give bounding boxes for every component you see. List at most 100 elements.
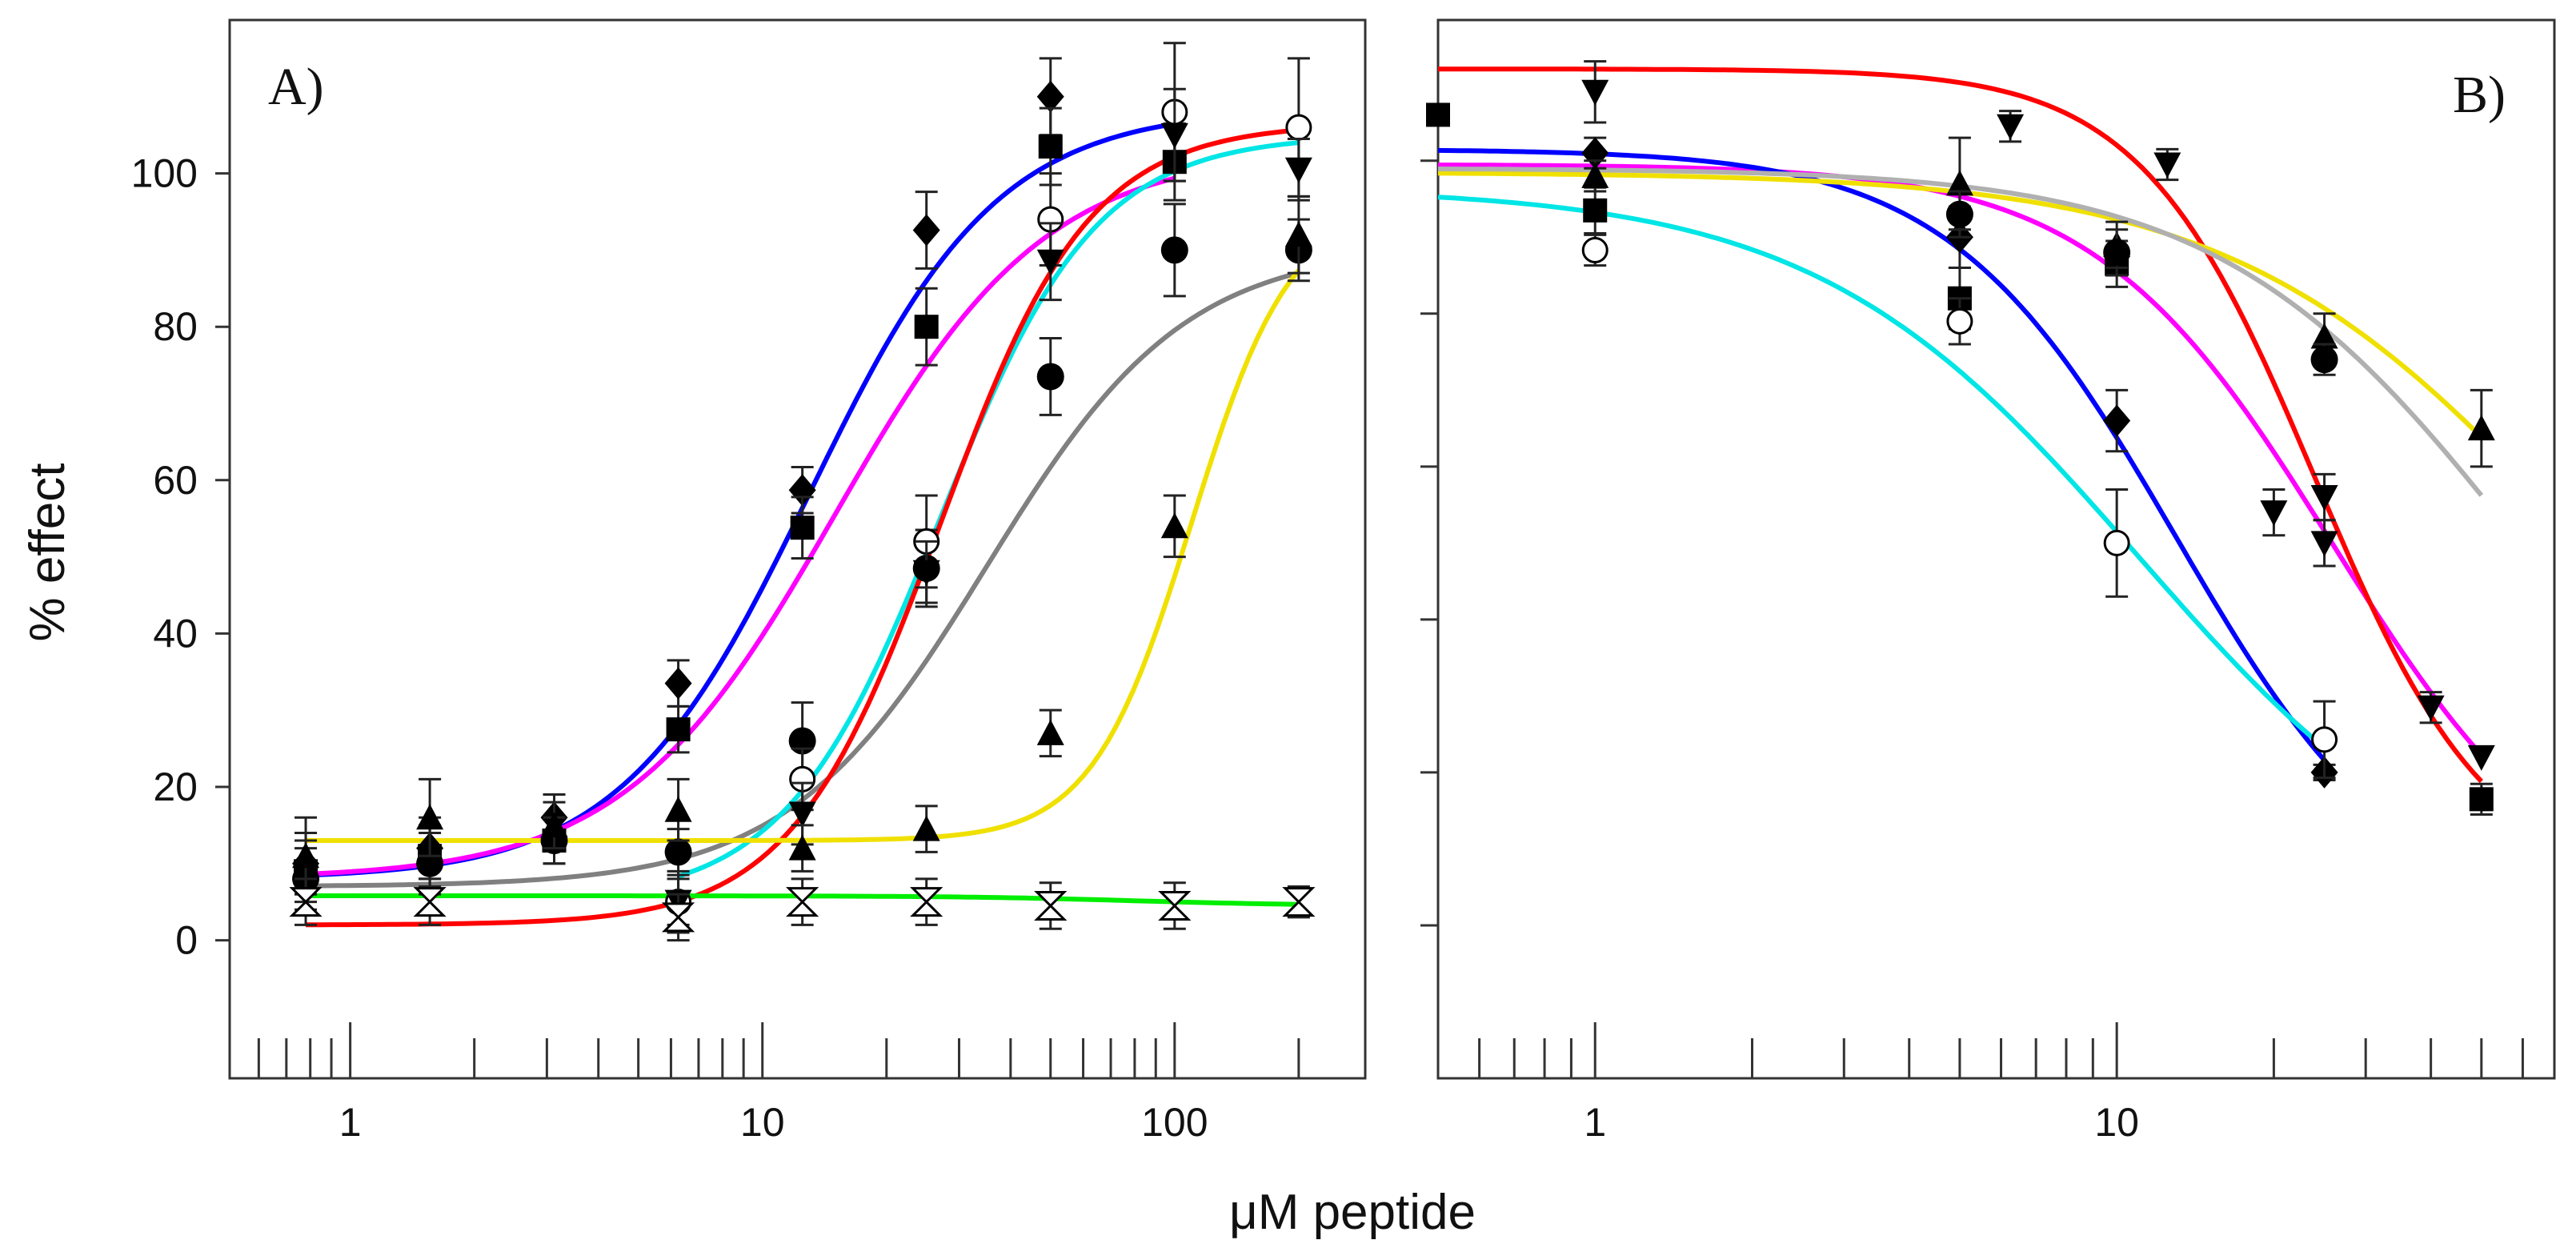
data-point-triangle-down	[1036, 222, 1064, 302]
marker-square	[1038, 134, 1063, 159]
data-point-hourglass	[1282, 885, 1316, 919]
y-tick-label: 40	[153, 611, 198, 656]
data-point-hourglass	[661, 893, 695, 942]
data-point-square	[2469, 782, 2494, 816]
marker-triangle	[540, 811, 568, 837]
data-point-triangle	[1160, 494, 1188, 559]
data-point-triangle	[416, 777, 444, 857]
data-point-triangle-down	[912, 540, 940, 604]
data-point-triangle-down	[1997, 110, 2025, 143]
data-point-triangle	[664, 777, 692, 842]
data-point-triangle-down	[2153, 147, 2181, 182]
marker-circle	[1036, 363, 1064, 391]
marker-square	[2469, 787, 2494, 812]
data-point-hourglass	[289, 877, 323, 926]
marker-circle	[664, 838, 692, 866]
data-point-square	[1583, 186, 1608, 235]
x-tick-label: 10	[2094, 1100, 2139, 1145]
marker-circle	[1160, 236, 1188, 264]
data-point-triangle-down	[2260, 488, 2288, 537]
marker-hourglass	[1158, 890, 1192, 921]
data-point-hourglass	[786, 877, 819, 926]
data-point-circle	[1945, 190, 1973, 239]
plot-frame	[228, 18, 1367, 1080]
data-point-hourglass	[413, 877, 447, 926]
marker-square	[1583, 198, 1608, 223]
data-point-triangle	[788, 824, 816, 873]
fit-curve-square	[305, 175, 1176, 877]
marker-triangle-down	[1160, 122, 1188, 149]
fit-curve-open-circle	[677, 140, 1300, 879]
panel-label: B)	[2453, 66, 2506, 124]
data-point-hourglass	[1158, 881, 1192, 930]
marker-triangle-down	[2310, 531, 2338, 557]
data-point-circle	[1036, 337, 1064, 416]
marker-hourglass	[786, 887, 819, 917]
data-point-triangle	[2467, 388, 2495, 468]
marker-hourglass	[289, 887, 323, 917]
marker-triangle	[1581, 162, 1609, 188]
marker-triangle-down	[2417, 695, 2445, 721]
marker-triangle	[2467, 415, 2495, 441]
x-axis-title: μM peptide	[1229, 1185, 1476, 1240]
marker-triangle-down	[2260, 500, 2288, 527]
data-point-circle	[1160, 203, 1188, 298]
marker-triangle-down	[1581, 79, 1609, 106]
y-tick-label: 60	[153, 458, 198, 503]
marker-triangle	[1284, 221, 1312, 247]
marker-square	[914, 315, 939, 339]
marker-circle	[1945, 200, 1973, 228]
data-point-triangle	[540, 801, 568, 850]
marker-triangle	[788, 834, 816, 861]
x-tick-label: 1	[339, 1100, 362, 1145]
data-point-square	[666, 704, 691, 754]
y-tick-label: 100	[131, 151, 198, 196]
marker-triangle-down	[912, 560, 940, 586]
panel-a: 0 20 40 60 80 100 1 10 100 A)	[131, 18, 1367, 1145]
data-point-diamond	[2103, 388, 2131, 453]
x-tick-label: 100	[1141, 1100, 1208, 1145]
plot-frame	[1436, 18, 2556, 1080]
marker-triangle	[416, 804, 444, 830]
fit-curve-triangle-down	[1438, 66, 2484, 784]
marker-triangle-down	[2153, 152, 2181, 179]
data-point-triangle	[912, 805, 940, 853]
data-point-circle	[2310, 343, 2338, 376]
data-point-triangle-down	[2467, 744, 2495, 771]
data-point-open-circle	[2311, 700, 2338, 780]
marker-diamond	[664, 667, 692, 700]
marker-square	[790, 516, 815, 540]
data-point-square	[790, 496, 815, 560]
data-point-square	[1038, 106, 1063, 187]
marker-hourglass	[661, 902, 695, 933]
data-point-open-circle	[1946, 297, 1973, 346]
y-axis-title: % effect	[20, 463, 75, 642]
marker-diamond	[912, 214, 940, 247]
marker-triangle-down	[2467, 744, 2495, 771]
marker-diamond	[2103, 404, 2131, 437]
marker-hourglass	[1282, 887, 1316, 917]
data-point-circle	[2103, 228, 2131, 277]
marker-triangle	[1160, 512, 1188, 539]
marker-triangle-down	[1284, 157, 1312, 183]
marker-triangle	[1945, 170, 1973, 196]
marker-hourglass	[910, 887, 943, 917]
marker-open-circle	[2103, 529, 2130, 556]
x-tick-label: 10	[740, 1100, 785, 1145]
y-tick-label: 0	[175, 918, 198, 963]
data-point-diamond	[664, 659, 692, 708]
panel-b: 1 10 B)	[1420, 18, 2556, 1145]
marker-circle	[2103, 239, 2131, 267]
marker-hourglass	[1034, 890, 1068, 921]
marker-triangle	[2310, 323, 2338, 349]
data-point-square	[1426, 102, 1450, 127]
marker-open-circle	[1581, 237, 1608, 264]
marker-square	[1426, 102, 1450, 127]
data-point-diamond	[912, 191, 940, 270]
marker-hourglass	[413, 887, 447, 917]
data-point-triangle-down	[1581, 60, 1609, 124]
marker-diamond	[1036, 80, 1064, 113]
x-tick-label: 1	[1584, 1100, 1606, 1145]
data-point-open-circle	[1581, 233, 1608, 267]
